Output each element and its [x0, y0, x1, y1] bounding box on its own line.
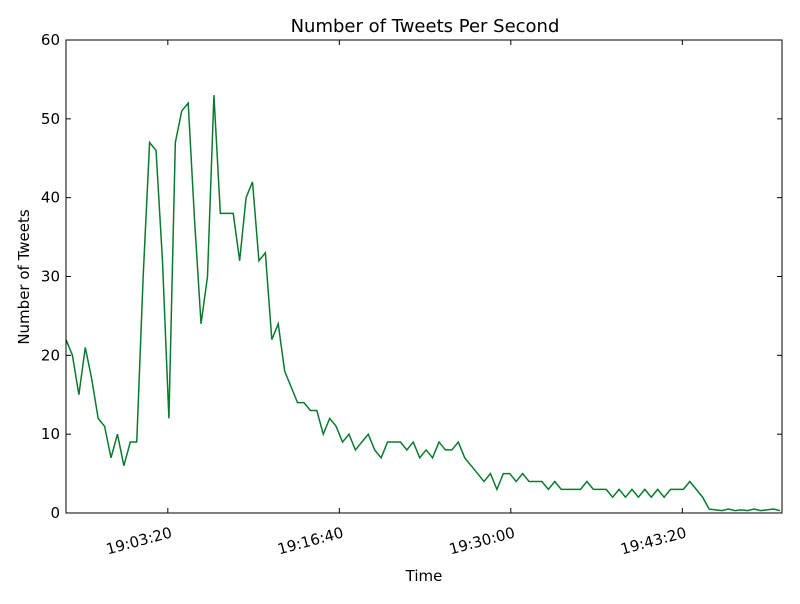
y-axis-label: Number of Tweets — [15, 209, 33, 345]
x-axis-label: Time — [405, 567, 443, 585]
y-tick-label: 0 — [50, 504, 60, 522]
y-tick-label: 50 — [41, 110, 60, 128]
y-tick-label: 40 — [41, 189, 60, 207]
y-tick-label: 10 — [41, 425, 60, 443]
axes-frame — [65, 39, 783, 514]
data-line — [65, 95, 781, 512]
y-tick-label: 20 — [41, 346, 60, 364]
y-tick-label: 60 — [41, 31, 60, 49]
y-tick-label: 30 — [41, 268, 60, 286]
chart-title: Number of Tweets Per Second — [291, 16, 560, 37]
